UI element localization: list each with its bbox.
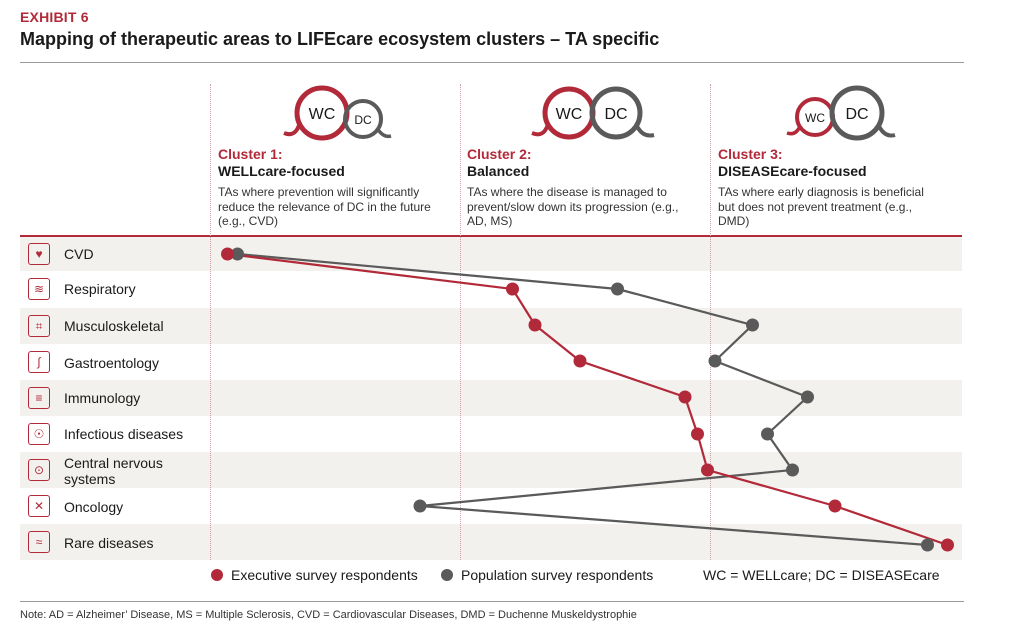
- population-point-3: [708, 354, 722, 368]
- footnote: Note: AD = Alzheimer’ Disease, MS = Mult…: [20, 609, 637, 621]
- heart-pulse-icon: ♥: [28, 243, 50, 265]
- row-label-musculoskeletal: Musculoskeletal: [64, 318, 164, 334]
- legend-abbreviations: WC = WELLcare; DC = DISEASEcare: [703, 567, 940, 583]
- population-series-line: [237, 252, 928, 547]
- lungs-icon: ≋: [28, 278, 50, 300]
- top-divider: [20, 62, 964, 63]
- stomach-icon: ∫: [28, 351, 50, 373]
- row-band: [20, 452, 962, 488]
- executive-point-0: [221, 247, 234, 261]
- legend-executive-marker: [211, 569, 223, 581]
- population-point-0: [231, 247, 244, 261]
- population-point-1: [611, 282, 624, 296]
- cluster-2-name: Balanced: [467, 163, 530, 179]
- population-point-6: [786, 463, 799, 477]
- cluster-2-desc: TAs where the disease is managed to prev…: [467, 185, 679, 228]
- population-point-4: [801, 390, 814, 404]
- row-label-immunology: Immunology: [64, 390, 141, 406]
- cluster-3-logo-wc: WC: [805, 111, 825, 125]
- cluster-2-header: Cluster 2: Balanced TAs where the diseas…: [467, 146, 707, 229]
- cluster-2-logo-wc: WC: [556, 106, 583, 123]
- cluster-3-logo: WC DC: [786, 85, 896, 141]
- mask-icon: ≡: [28, 387, 50, 409]
- exhibit-label: EXHIBIT 6: [20, 9, 89, 25]
- executive-point-1: [506, 282, 519, 296]
- cluster-3-desc: TAs where early diagnosis is beneficial …: [718, 185, 924, 228]
- ribbon-icon: ✕: [28, 495, 50, 517]
- executive-point-6: [701, 463, 714, 477]
- row-label-cns: Central nervous systems: [64, 455, 163, 487]
- executive-point-4: [678, 390, 692, 404]
- row-label-respiratory: Respiratory: [64, 281, 136, 297]
- row-label-oncology: Oncology: [64, 499, 124, 515]
- cluster-1-desc: TAs where prevention will significantly …: [218, 185, 431, 228]
- row-label-infectious: Infectious diseases: [64, 426, 184, 442]
- chart-title: Mapping of therapeutic areas to LIFEcare…: [20, 29, 660, 49]
- cluster-3-name: DISEASEcare-focused: [718, 163, 867, 179]
- population-point-2: [746, 318, 759, 332]
- legend-executive-label: Executive survey respondents: [231, 567, 418, 583]
- row-band: [20, 308, 962, 344]
- cluster-1-logo-wc: WC: [309, 106, 336, 123]
- dna-icon: ≈: [28, 531, 50, 553]
- bottom-divider: [20, 601, 964, 602]
- population-point-7: [413, 499, 427, 513]
- row-band: [20, 237, 962, 271]
- cluster-3-header: Cluster 3: DISEASEcare-focused TAs where…: [718, 146, 958, 229]
- virus-head-icon: ☉: [28, 423, 50, 445]
- executive-point-8: [941, 538, 954, 552]
- executive-point-5: [691, 427, 704, 441]
- row-label-rare: Rare diseases: [64, 535, 154, 551]
- cluster-1-name: WELLcare-focused: [218, 163, 345, 179]
- cluster-2-logo-dc: DC: [604, 106, 627, 123]
- cluster-divider: [460, 84, 461, 560]
- brain-icon: ⊙: [28, 459, 50, 481]
- executive-point-7: [828, 499, 842, 513]
- cluster-3-logo-dc: DC: [845, 106, 868, 123]
- cluster-1-header: Cluster 1: WELLcare-focused TAs where pr…: [218, 146, 458, 229]
- executive-point-3: [573, 354, 587, 368]
- cluster-1-label: Cluster 1:: [218, 146, 283, 162]
- cluster-1-logo: WC DC: [283, 85, 392, 141]
- bone-icon: ⌗: [28, 315, 50, 337]
- row-band: [20, 524, 962, 560]
- cluster-divider: [710, 84, 711, 560]
- cluster-1-logo-dc: DC: [354, 113, 372, 127]
- cluster-divider: [210, 84, 211, 560]
- row-label-gastroentology: Gastroentology: [64, 355, 159, 371]
- cluster-2-logo: WC DC: [531, 86, 655, 140]
- cluster-2-label: Cluster 2:: [467, 146, 532, 162]
- executive-point-2: [528, 318, 542, 332]
- legend-population-label: Population survey respondents: [461, 567, 654, 583]
- population-point-5: [761, 427, 774, 441]
- row-label-cvd: CVD: [64, 246, 94, 262]
- population-point-8: [921, 538, 934, 552]
- legend-population-marker: [441, 569, 453, 581]
- cluster-3-label: Cluster 3:: [718, 146, 783, 162]
- header-red-rule: [20, 235, 962, 237]
